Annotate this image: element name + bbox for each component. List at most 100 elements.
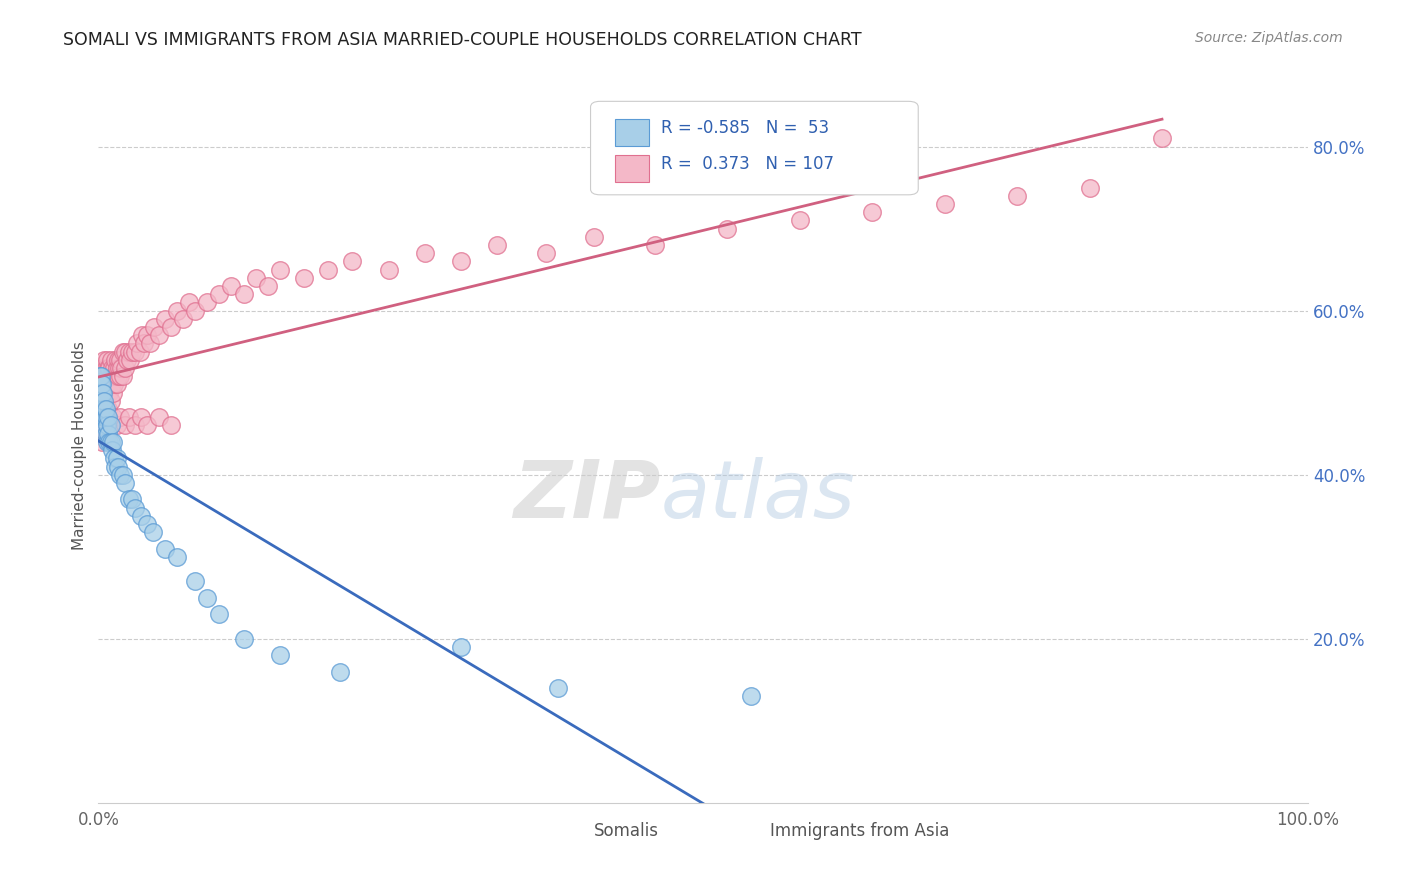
- Point: [91, 418, 114, 433]
- Point: [97, 410, 120, 425]
- Point: [90, 377, 112, 392]
- Point: [104, 369, 127, 384]
- Point: [101, 385, 124, 400]
- Point: [740, 689, 762, 703]
- Point: [96, 434, 118, 449]
- Point: [148, 328, 170, 343]
- Point: [91, 402, 114, 417]
- Point: [89, 369, 111, 384]
- Point: [1007, 189, 1029, 203]
- Point: [91, 402, 114, 417]
- Text: R = -0.585   N =  53: R = -0.585 N = 53: [661, 120, 828, 137]
- Point: [100, 369, 122, 384]
- Point: [100, 377, 122, 392]
- Point: [89, 369, 111, 384]
- Point: [105, 377, 128, 392]
- Point: [101, 434, 124, 449]
- Point: [97, 361, 120, 376]
- Text: Source: ZipAtlas.com: Source: ZipAtlas.com: [1195, 31, 1343, 45]
- Point: [269, 262, 291, 277]
- Point: [97, 410, 120, 425]
- Point: [101, 369, 124, 384]
- Point: [108, 361, 131, 376]
- Point: [160, 320, 183, 334]
- Point: [91, 418, 114, 433]
- Point: [135, 328, 157, 343]
- Point: [94, 377, 117, 392]
- Point: [128, 344, 150, 359]
- Point: [98, 385, 121, 400]
- Point: [93, 402, 115, 417]
- FancyBboxPatch shape: [614, 155, 648, 182]
- Point: [93, 352, 115, 367]
- Point: [108, 410, 131, 425]
- Point: [534, 246, 557, 260]
- Point: [342, 254, 364, 268]
- Text: Somalis: Somalis: [595, 822, 659, 840]
- Point: [117, 352, 139, 367]
- Point: [142, 525, 165, 540]
- Point: [93, 385, 115, 400]
- Point: [232, 287, 254, 301]
- Point: [96, 369, 118, 384]
- FancyBboxPatch shape: [740, 821, 763, 842]
- Point: [96, 352, 118, 367]
- Point: [789, 213, 811, 227]
- Point: [89, 393, 111, 408]
- Point: [91, 361, 114, 376]
- Point: [413, 246, 436, 260]
- Point: [450, 640, 472, 654]
- Point: [91, 434, 114, 449]
- Point: [107, 352, 129, 367]
- Point: [90, 369, 112, 384]
- Point: [110, 361, 132, 376]
- Point: [111, 467, 134, 482]
- Point: [98, 434, 121, 449]
- Point: [98, 361, 121, 376]
- Point: [166, 549, 188, 564]
- Point: [103, 377, 125, 392]
- Point: [716, 221, 738, 235]
- Point: [93, 393, 115, 408]
- Point: [269, 648, 291, 662]
- Point: [94, 402, 117, 417]
- Point: [179, 295, 201, 310]
- Point: [172, 311, 194, 326]
- Point: [91, 369, 114, 384]
- Point: [644, 238, 666, 252]
- Text: SOMALI VS IMMIGRANTS FROM ASIA MARRIED-COUPLE HOUSEHOLDS CORRELATION CHART: SOMALI VS IMMIGRANTS FROM ASIA MARRIED-C…: [63, 31, 862, 49]
- Point: [377, 262, 399, 277]
- Point: [195, 591, 218, 605]
- Point: [583, 230, 606, 244]
- Point: [547, 681, 569, 695]
- Point: [89, 385, 111, 400]
- Point: [91, 393, 114, 408]
- Point: [329, 665, 352, 679]
- Point: [107, 369, 129, 384]
- Point: [153, 311, 176, 326]
- Point: [1078, 180, 1101, 194]
- Point: [103, 361, 125, 376]
- Point: [100, 418, 122, 433]
- Text: ZIP: ZIP: [513, 457, 661, 535]
- Point: [148, 410, 170, 425]
- Point: [97, 377, 120, 392]
- Text: R =  0.373   N = 107: R = 0.373 N = 107: [661, 155, 834, 173]
- Point: [100, 352, 122, 367]
- Point: [114, 361, 136, 376]
- Point: [124, 344, 146, 359]
- Point: [94, 426, 117, 441]
- Point: [184, 303, 207, 318]
- Point: [135, 418, 157, 433]
- Point: [114, 475, 136, 490]
- Point: [103, 451, 125, 466]
- Point: [208, 287, 231, 301]
- Point: [129, 410, 152, 425]
- Point: [94, 361, 117, 376]
- Point: [139, 336, 162, 351]
- Point: [124, 500, 146, 515]
- Point: [221, 279, 243, 293]
- Point: [90, 402, 112, 417]
- Y-axis label: Married-couple Households: Married-couple Households: [72, 342, 87, 550]
- Point: [245, 270, 267, 285]
